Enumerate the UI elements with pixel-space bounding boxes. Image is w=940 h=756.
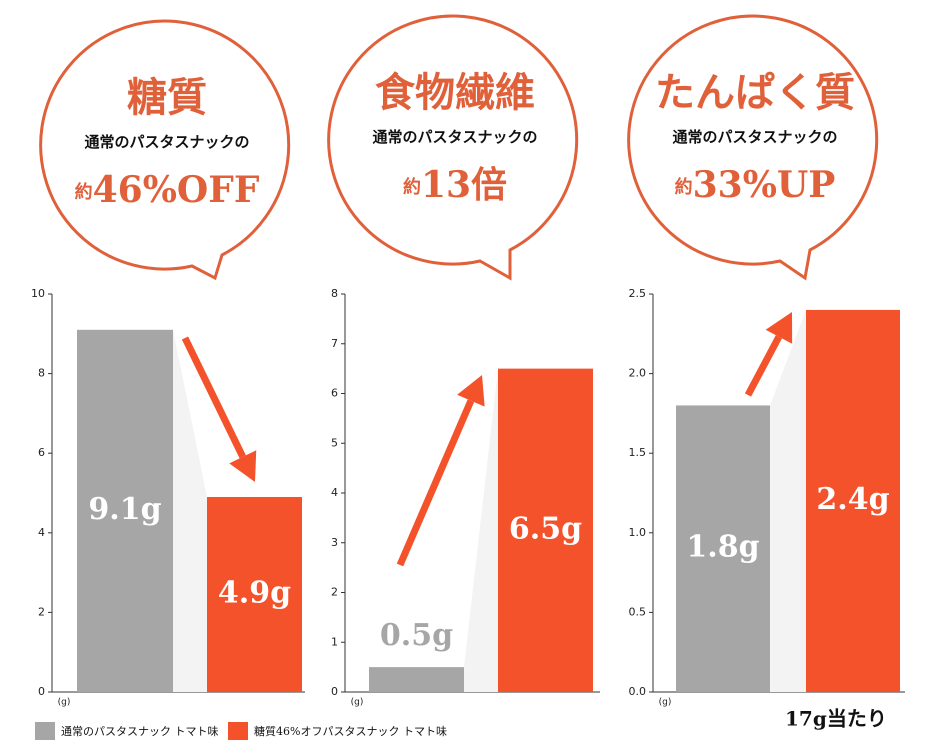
speech-bubble: [39, 19, 291, 281]
y-tick-label: 2: [38, 605, 45, 618]
bubble-title: 食物繊維: [375, 70, 535, 116]
legend-swatch: [35, 722, 55, 740]
arrow-head: [457, 375, 485, 407]
value-label: 0.5g: [380, 618, 453, 653]
bubble-title: たんぱく質: [655, 70, 855, 116]
callout-value: 46%OFF: [93, 169, 260, 211]
y-tick-label: 0.5: [629, 605, 647, 618]
connector-shade: [173, 329, 207, 692]
legend-label: 通常のパスタスナック トマト味: [61, 725, 219, 738]
value-label: 6.5g: [509, 511, 582, 546]
y-tick-label: 1: [331, 635, 338, 648]
value-label: 2.4g: [816, 482, 889, 517]
speech-bubble: [627, 14, 879, 281]
y-tick-label: 0: [38, 685, 45, 698]
y-tick-label: 4: [331, 486, 338, 499]
legend-swatch: [228, 722, 248, 740]
bar: [676, 405, 770, 692]
value-label: 9.1g: [88, 492, 161, 527]
y-tick-label: 7: [331, 337, 338, 350]
y-tick-label: 5: [331, 436, 338, 449]
callout-prefix: 約: [675, 176, 693, 198]
y-tick-label: 10: [31, 287, 45, 300]
y-tick-label: 2.5: [629, 287, 647, 300]
arrow-shaft: [744, 335, 782, 397]
bubble-subtitle: 通常のパスタスナックの: [372, 128, 537, 146]
y-unit-label: (g): [351, 698, 364, 708]
y-tick-label: 8: [38, 367, 45, 380]
y-tick-label: 6: [38, 446, 45, 459]
bar: [806, 309, 900, 692]
y-unit-label: (g): [58, 698, 71, 708]
y-tick-label: 6: [331, 387, 338, 400]
bubble-callout: 約13倍: [403, 164, 507, 206]
legend-label: 糖質46%オフパスタスナック トマト味: [254, 724, 447, 738]
y-tick-label: 2: [331, 586, 338, 599]
y-unit-label: (g): [659, 698, 672, 708]
bubble-title: 糖質: [127, 75, 207, 121]
callout-prefix: 約: [75, 181, 93, 203]
arrow-shaft: [396, 399, 475, 567]
callout-prefix: 約: [403, 176, 421, 198]
bar: [207, 496, 302, 692]
bar: [369, 667, 464, 692]
y-tick-label: 1.0: [629, 526, 647, 539]
connector-shade: [770, 309, 806, 692]
y-tick-label: 4: [38, 526, 45, 539]
arrow-shaft: [181, 336, 246, 459]
bar: [498, 368, 593, 692]
y-tick-label: 0.0: [629, 685, 647, 698]
connector-shade: [464, 368, 498, 692]
callout-value: 13倍: [421, 164, 507, 206]
bubble-subtitle: 通常のパスタスナックの: [672, 128, 837, 146]
callout-value: 33%UP: [693, 164, 836, 206]
y-tick-label: 1.5: [629, 446, 647, 459]
y-tick-label: 0: [331, 685, 338, 698]
value-label: 1.8g: [686, 530, 759, 565]
bubble-subtitle: 通常のパスタスナックの: [84, 133, 249, 151]
bubble-callout: 約33%UP: [675, 164, 836, 206]
y-tick-label: 2.0: [629, 367, 647, 380]
speech-bubble: [327, 14, 579, 281]
value-label: 4.9g: [218, 575, 291, 610]
arrow-head: [765, 312, 793, 344]
arrow-head: [229, 450, 257, 482]
y-tick-label: 8: [331, 287, 338, 300]
bar: [77, 329, 173, 692]
y-tick-label: 3: [331, 536, 338, 549]
footnote: 17g当たり: [785, 707, 887, 731]
bubble-callout: 約46%OFF: [75, 169, 260, 211]
